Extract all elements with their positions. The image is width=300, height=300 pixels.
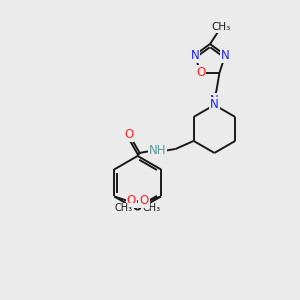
Text: N: N (190, 49, 199, 62)
Text: N: N (210, 94, 219, 107)
Text: NH: NH (149, 144, 167, 158)
Text: O: O (140, 194, 148, 207)
Text: N: N (221, 49, 230, 62)
Text: O: O (196, 66, 205, 80)
Text: CH₃: CH₃ (212, 22, 231, 32)
Text: O: O (127, 194, 136, 207)
Text: CH₃: CH₃ (115, 203, 133, 213)
Text: CH₃: CH₃ (142, 203, 160, 213)
Text: N: N (210, 98, 219, 111)
Text: O: O (124, 128, 133, 141)
